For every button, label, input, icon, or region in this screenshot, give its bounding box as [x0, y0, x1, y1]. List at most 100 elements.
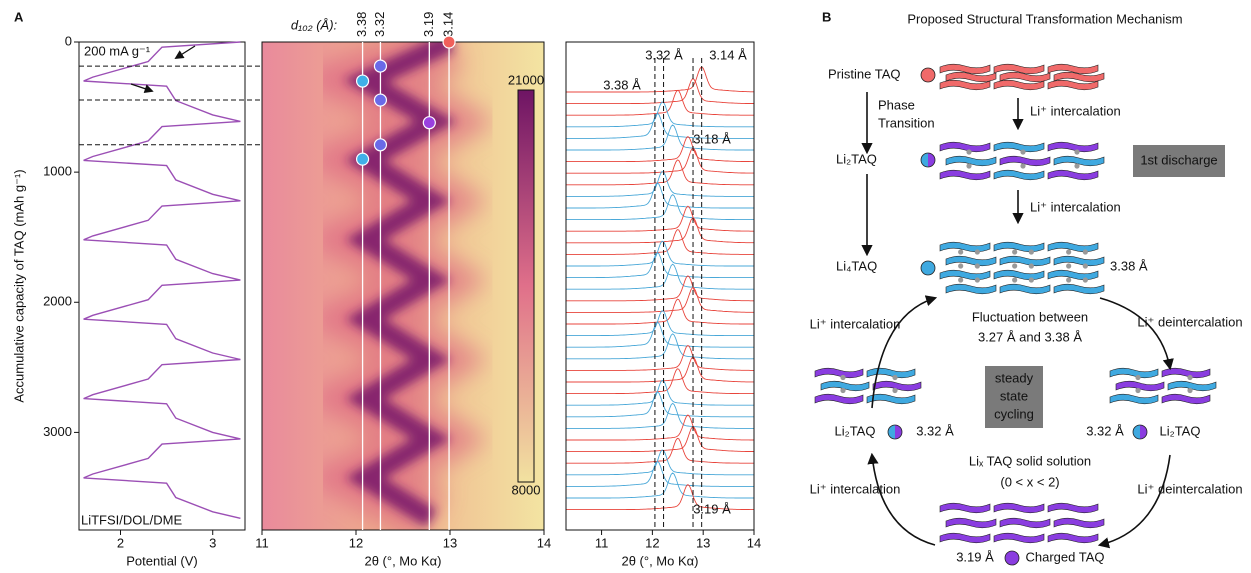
decoration: [993, 502, 1045, 514]
decoration: [939, 79, 991, 91]
decoration: [892, 387, 898, 394]
diagram-label: Charged TAQ: [1025, 549, 1104, 564]
x-axis-label: 2θ (°, Mo Kα): [621, 553, 698, 568]
decoration: [814, 367, 864, 379]
marker: [373, 93, 388, 107]
decoration: [1028, 277, 1034, 283]
x-tick-label: 11: [595, 535, 609, 550]
decoration: [1187, 387, 1193, 394]
diagram-label: Li⁺ intercalation: [810, 481, 901, 496]
diagram-label: Li⁺ deintercalation: [1137, 481, 1242, 496]
decoration: [1047, 169, 1099, 181]
marker: [422, 116, 436, 130]
decoration: [993, 269, 1045, 281]
decoration: [1020, 163, 1026, 169]
diffraction-trace: [566, 275, 754, 302]
decoration: [1133, 145, 1225, 177]
diffraction-trace: [566, 333, 754, 360]
diffraction-trace: [566, 78, 754, 105]
decoration: [1053, 71, 1105, 83]
marker: [355, 74, 370, 88]
decoration: [1047, 141, 1099, 153]
decoration: [966, 163, 972, 169]
diffraction-trace: [566, 391, 754, 418]
decoration: [945, 71, 997, 83]
marker: [442, 35, 456, 49]
diagram-label: Li⁺ intercalation: [1030, 103, 1121, 118]
peak-annotation: 3.18 Å: [693, 131, 731, 146]
decoration: [1161, 367, 1211, 379]
x-tick-label: 14: [747, 535, 761, 550]
decoration: [1099, 297, 1174, 371]
decoration: [999, 255, 1051, 267]
decoration: [1066, 277, 1072, 283]
decoration: [993, 79, 1045, 91]
diffraction-trace: [566, 136, 754, 163]
decoration: [993, 63, 1045, 75]
decoration: [958, 277, 964, 283]
diffraction-trace: [566, 182, 754, 209]
decoration: [1047, 63, 1099, 75]
decoration: [974, 263, 980, 269]
decoration: [939, 169, 991, 181]
diffraction-trace: [566, 252, 754, 279]
decoration: [1074, 149, 1080, 155]
decoration: [974, 277, 980, 283]
decoration: [887, 424, 903, 440]
decoration: [945, 283, 997, 295]
decoration: [999, 517, 1051, 529]
diffraction-trace: [566, 194, 754, 221]
decoration: [1012, 263, 1018, 269]
diffraction-trace: [566, 484, 754, 511]
plot-frame: [565, 41, 755, 531]
decoration: [866, 367, 916, 379]
decoration: [1082, 277, 1088, 283]
decoration: [1028, 249, 1034, 255]
decoration: [939, 63, 991, 75]
heatmap-title: d₁₀₂ (Å):: [291, 17, 338, 32]
decoration: [1135, 387, 1141, 394]
x-tick-label: 13: [696, 535, 710, 550]
decoration: [966, 149, 972, 155]
peak-annotation: 3.38 Å: [603, 77, 641, 92]
colorbar-label: 8000: [512, 482, 541, 497]
diffraction-trace: [566, 240, 754, 267]
decoration: [1066, 263, 1072, 269]
x-tick-label: 12: [349, 535, 363, 550]
peak-annotation: 3.32 Å: [645, 47, 683, 62]
decoration: [920, 67, 936, 83]
potential-curve: [83, 41, 241, 519]
diffraction-trace: [566, 344, 754, 371]
decoration: [999, 283, 1051, 295]
diagram-label: 3.32 Å: [916, 423, 954, 438]
decoration: [1047, 241, 1099, 253]
panel-label: B: [822, 9, 831, 24]
diffraction-trace: [566, 368, 754, 395]
decoration: [939, 532, 991, 544]
peak-annotation: 3.19 Å: [693, 501, 731, 516]
diagram-label: Li₄TAQ: [836, 258, 877, 273]
diffraction-trace: [566, 112, 754, 139]
plot-frame: [78, 41, 246, 531]
decoration: [920, 152, 936, 168]
decoration: [892, 374, 898, 381]
decoration: [1109, 367, 1159, 379]
decoration: [1082, 263, 1088, 269]
diffraction-trace: [566, 437, 754, 464]
decoration: [939, 502, 991, 514]
decoration: [939, 241, 991, 253]
reference-label: 3.38: [354, 12, 369, 37]
decoration: [1053, 255, 1105, 267]
reference-label: 3.19: [421, 12, 436, 37]
decoration: [1161, 393, 1211, 405]
diagram-label: Fluctuation between: [972, 309, 1088, 324]
decoration: [974, 249, 980, 255]
y-tick-label: 2000: [43, 294, 72, 309]
diagram-label: state: [1000, 388, 1028, 403]
annotation: LiTFSI/DOL/DME: [81, 512, 182, 527]
decoration: [1053, 155, 1105, 167]
colorbar: [517, 89, 535, 483]
decoration: [872, 380, 922, 392]
decoration: [867, 452, 936, 546]
